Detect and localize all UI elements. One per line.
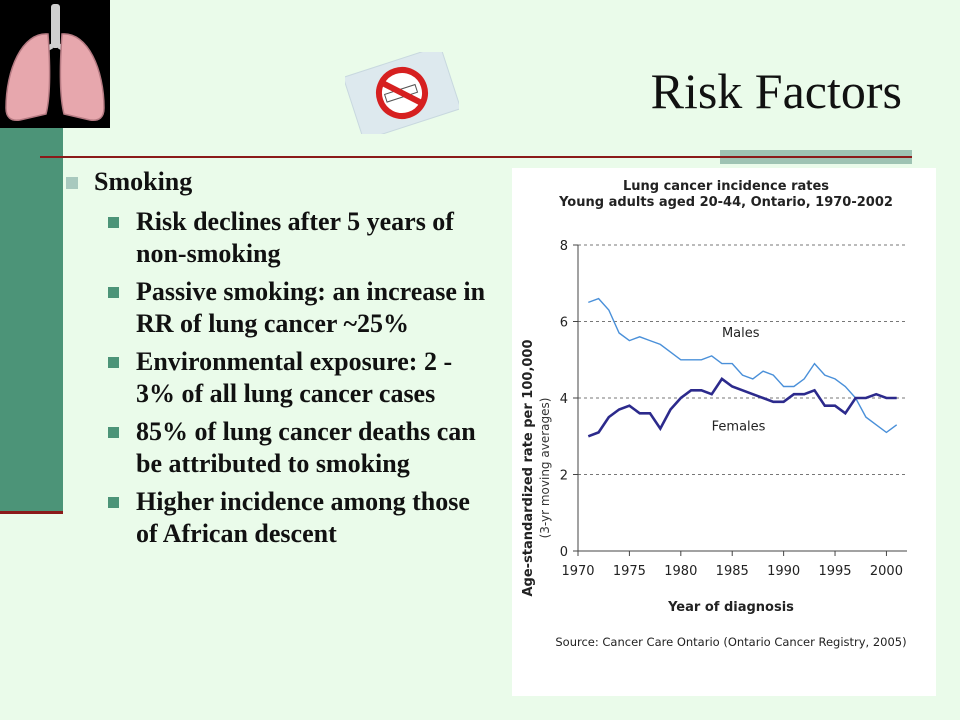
left-accent-bar	[0, 128, 63, 513]
lungs-illustration	[0, 0, 110, 128]
y-axis-label: Age-standardized rate per 100,000	[521, 339, 536, 596]
x-tick-label: 1975	[613, 564, 646, 579]
sub-bullet-risk-declines: Risk declines after 5 years of non-smoki…	[108, 206, 486, 270]
series-line-males	[588, 297, 898, 434]
bullet-list: Smoking Risk declines after 5 years of n…	[66, 166, 486, 550]
chart-panel: Lung cancer incidence rates Young adults…	[512, 168, 936, 696]
x-tick-label: 1980	[664, 564, 697, 579]
x-tick-label: 1990	[767, 564, 800, 579]
incidence-chart: Lung cancer incidence rates Young adults…	[521, 179, 907, 649]
y-tick-label: 2	[560, 469, 568, 484]
y-axis-sublabel: (3-yr moving averages)	[538, 398, 552, 539]
y-tick-label: 6	[560, 316, 568, 331]
bullet-smoking: Smoking	[66, 166, 486, 198]
left-accent-underline	[0, 511, 63, 514]
y-tick-label: 4	[560, 392, 568, 407]
series-line-females	[587, 377, 897, 438]
x-axis-label: Year of diagnosis	[667, 600, 794, 615]
y-tick-label: 8	[560, 239, 568, 254]
title-rule	[40, 156, 912, 158]
sub-bullet-african-descent: Higher incidence among those of African …	[108, 486, 486, 550]
chart-subtitle: Young adults aged 20-44, Ontario, 1970-2…	[558, 195, 893, 210]
sub-bullet-passive-smoking: Passive smoking: an increase in RR of lu…	[108, 277, 486, 338]
no-smoking-sign-icon	[342, 45, 462, 141]
series-label-females: Females	[712, 420, 766, 435]
x-tick-label: 1970	[561, 564, 594, 579]
x-tick-label: 1985	[716, 564, 749, 579]
sub-bullet-environmental: Environmental exposure: 2 - 3% of all lu…	[108, 346, 486, 410]
series-label-males: Males	[722, 326, 760, 341]
chart-title: Lung cancer incidence rates	[623, 179, 829, 194]
x-tick-label: 1995	[818, 564, 851, 579]
slide-title: Risk Factors	[650, 63, 902, 119]
x-tick-label: 2000	[870, 564, 903, 579]
chart-source: Source: Cancer Care Ontario (Ontario Can…	[555, 635, 906, 649]
sub-bullet-deaths-attributed: 85% of lung cancer deaths can be attribu…	[108, 416, 486, 480]
y-tick-label: 0	[560, 545, 568, 560]
